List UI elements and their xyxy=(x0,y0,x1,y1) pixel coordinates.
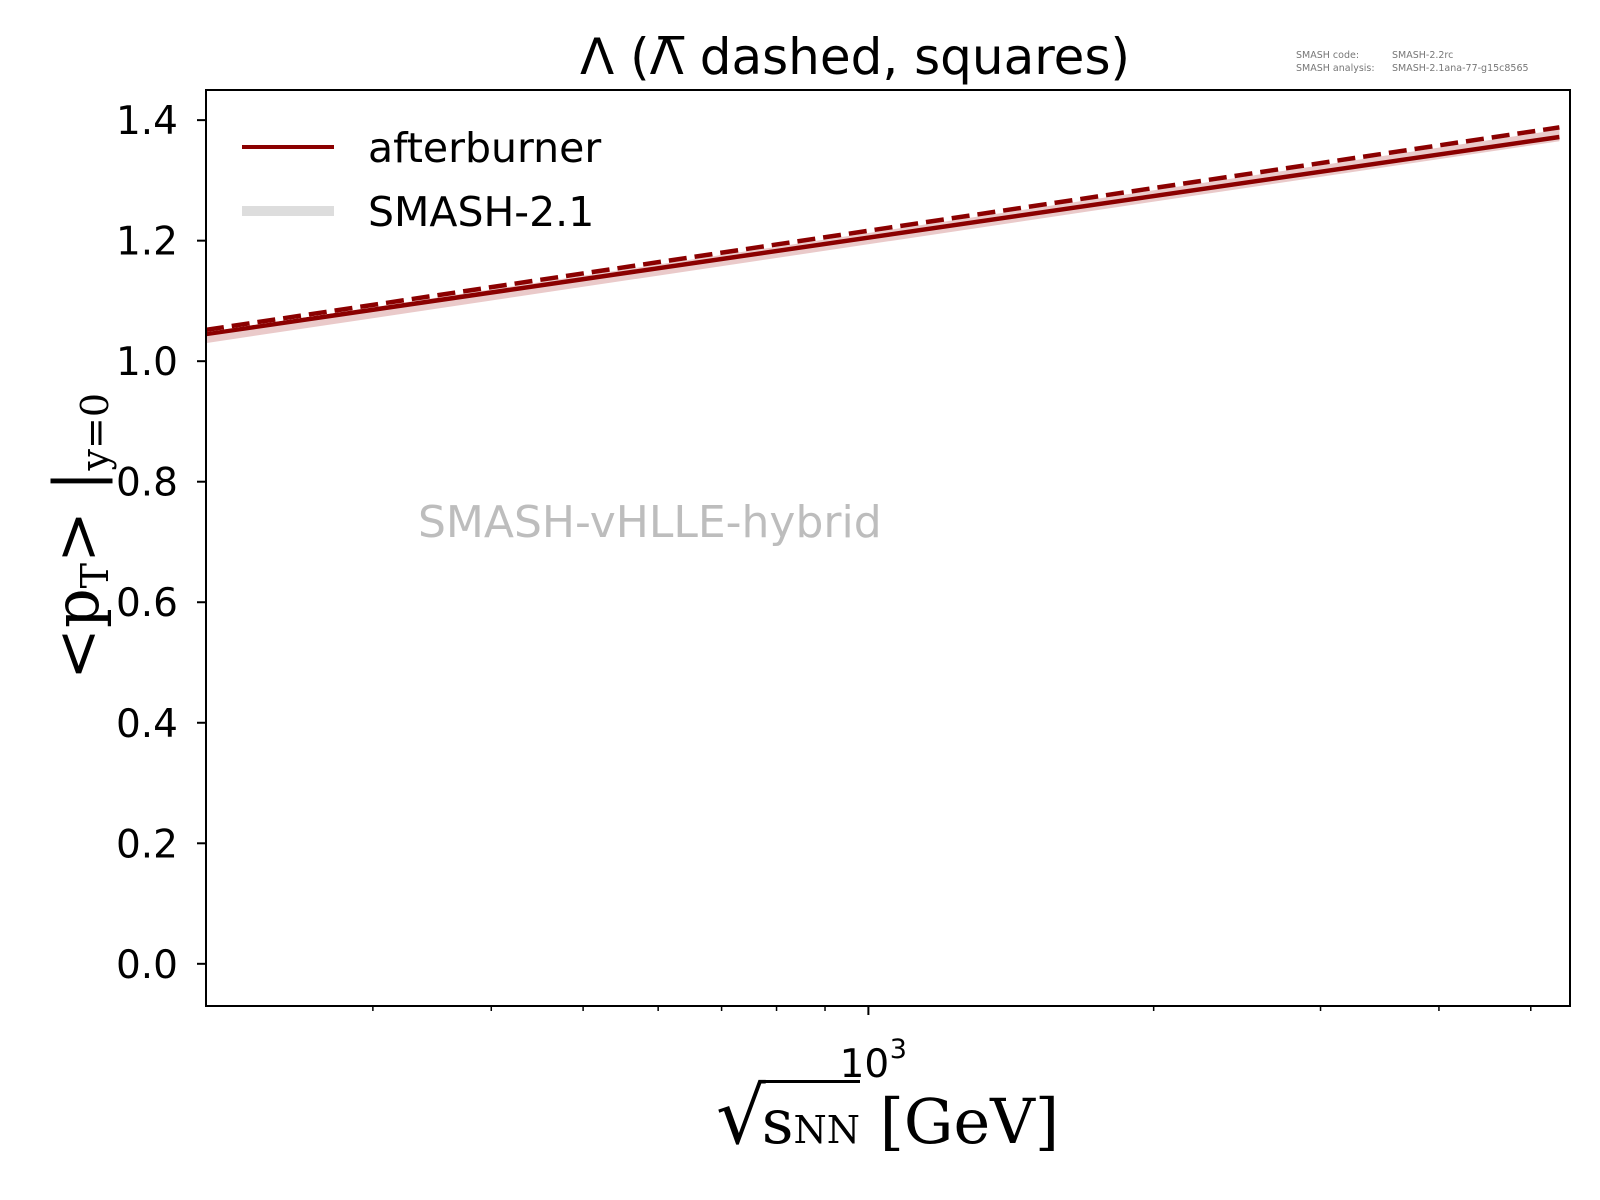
legend-label-smash21: SMASH-2.1 xyxy=(368,188,595,236)
smash-analysis-value: SMASH-2.1ana-77-g15c8565 xyxy=(1392,63,1529,74)
y-axis-label: <pT> |y=0 xyxy=(40,393,117,680)
y-tick-label: 1.4 xyxy=(116,99,178,144)
smash-code-value: SMASH-2.2rc xyxy=(1392,50,1454,61)
smash-analysis-label: SMASH analysis: xyxy=(1296,63,1375,74)
y-tick-label: 0.4 xyxy=(116,702,178,747)
y-label-main: <p xyxy=(40,588,113,680)
x-label-sub: NN xyxy=(793,1108,861,1152)
y-label-mid: > | xyxy=(40,470,113,563)
y-tick-label: 0.0 xyxy=(116,943,178,988)
chart-title: Λ (Λ̅ dashed, squares) xyxy=(580,28,1130,86)
y-label-sub-t: T xyxy=(73,563,117,589)
y-tick-label: 0.6 xyxy=(116,581,178,626)
watermark-text: SMASH-vHLLE-hybrid xyxy=(418,497,882,548)
y-label-sub-y: y=0 xyxy=(73,392,117,471)
x-label-unit: [GeV] xyxy=(860,1085,1060,1158)
legend-label-afterburner: afterburner xyxy=(368,124,602,172)
x-axis-label: √sNN [GeV] xyxy=(716,1072,1059,1162)
smash-analysis-info: SMASH analysis: SMASH-2.1ana-77-g15c8565 xyxy=(1296,63,1529,74)
x-tick-label-exponent: 3 xyxy=(890,1034,907,1065)
y-tick-label: 0.2 xyxy=(116,822,178,867)
x-label-sqrt: √ xyxy=(716,1072,766,1162)
y-tick-label: 0.8 xyxy=(116,461,178,506)
x-tick-label-base: 10 xyxy=(840,1042,890,1087)
y-tick-label: 1.2 xyxy=(116,220,178,265)
legend-swatch-afterburner xyxy=(242,145,334,149)
legend-swatch-smash21 xyxy=(242,206,334,216)
x-label-radicand: sNN xyxy=(761,1080,861,1158)
y-tick-label: 1.0 xyxy=(116,340,178,385)
plot-frame xyxy=(205,89,1571,1007)
smash-code-info: SMASH code: SMASH-2.2rc xyxy=(1296,50,1453,61)
series-line-antilambda xyxy=(205,125,1560,333)
smash-code-label: SMASH code: xyxy=(1296,50,1360,61)
x-label-s: s xyxy=(761,1085,794,1158)
series-line-lambda xyxy=(205,134,1560,337)
